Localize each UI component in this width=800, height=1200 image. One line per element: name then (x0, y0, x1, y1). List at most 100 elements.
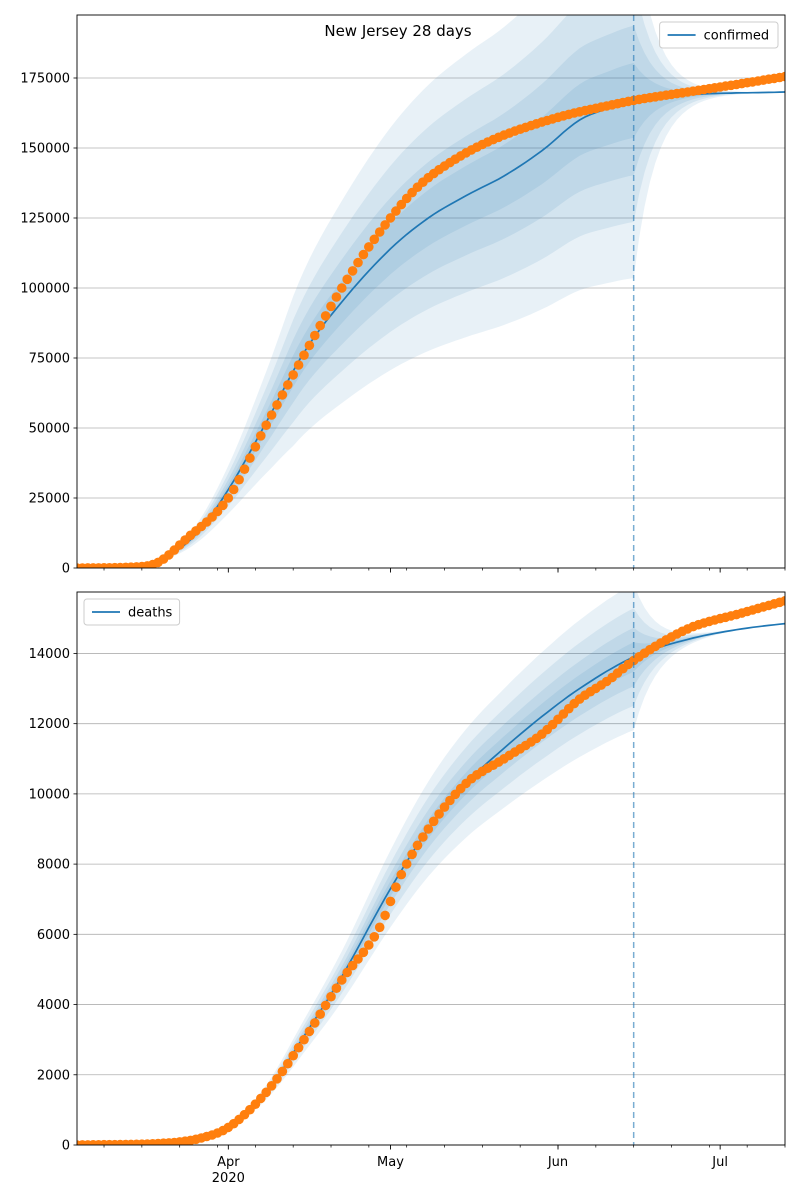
plot-area (77, 15, 785, 568)
observed-point (342, 967, 353, 978)
observed-point (277, 390, 288, 400)
legend: deaths (83, 598, 181, 626)
observed-point (358, 249, 369, 260)
observed-point (288, 370, 299, 380)
observed-point (380, 910, 390, 921)
observed-point (369, 234, 380, 245)
observed-point (391, 882, 401, 892)
observed-point (418, 832, 428, 842)
observed-point (364, 940, 374, 950)
observed-point (385, 896, 396, 907)
ytick-label: 75000 (29, 352, 70, 367)
observed-point (391, 206, 401, 216)
legend-label: deaths (128, 606, 173, 621)
ytick-label: 25000 (29, 492, 70, 507)
observed-point (245, 453, 255, 463)
observed-point (326, 991, 336, 1002)
ytick-label: 8000 (37, 858, 70, 873)
observed-point (445, 795, 455, 806)
ytick-label: 0 (62, 1139, 70, 1154)
uncertainty-band (77, 63, 785, 568)
model-line-deaths (77, 622, 785, 1145)
observed-point (780, 71, 785, 82)
observed-point (266, 410, 277, 420)
ytick-label: 100000 (20, 282, 70, 297)
legend-box (83, 598, 181, 626)
observed-point (304, 1026, 315, 1037)
observed-point (331, 983, 342, 993)
observed-point (272, 1074, 282, 1084)
legend-box (659, 21, 779, 49)
observed-point (310, 1018, 320, 1028)
ytick-label: 2000 (37, 1068, 70, 1083)
axes-frame (76, 591, 786, 1146)
observed-point (299, 350, 309, 361)
ytick-label: 0 (62, 562, 70, 577)
observed-point (212, 506, 223, 517)
xtick-label: Apr (217, 1155, 240, 1170)
observed-point (337, 283, 347, 293)
observed-point (342, 274, 353, 285)
observed-point (255, 431, 266, 441)
observed-point (326, 301, 336, 312)
observed-point (315, 1009, 326, 1019)
ytick-label: 4000 (37, 998, 70, 1013)
observed-point (320, 311, 331, 321)
observed-point (283, 1058, 293, 1069)
observed-point (337, 975, 347, 985)
observed-point (396, 869, 407, 880)
observed-point (347, 960, 358, 971)
observed-point (293, 360, 304, 370)
observed-point (439, 802, 450, 812)
observed-point (288, 1050, 299, 1061)
observed-point (218, 500, 228, 511)
uncertainty-band (77, 608, 785, 1145)
uncertainty-band (77, 25, 785, 568)
ytick-label: 50000 (29, 422, 70, 437)
uncertainty-band (77, 592, 785, 1145)
observed-point (396, 199, 407, 210)
chart-panel-1: 0 25000 50000 75000 100000 125000 150000 175000… (20, 14, 786, 577)
observed-point (423, 824, 434, 834)
observed-point (374, 922, 385, 933)
ytick-label: 12000 (29, 717, 70, 732)
observed-point (401, 859, 412, 869)
observed-point (353, 954, 363, 964)
observed-point (272, 400, 282, 410)
uncertainty-band (77, 623, 785, 1145)
observed-point (250, 442, 261, 452)
observed-point (380, 220, 390, 230)
ytick-label: 175000 (20, 72, 70, 87)
observed-point (223, 493, 234, 503)
observed-point (369, 932, 380, 942)
plot-area (77, 592, 785, 1145)
ytick-label: 150000 (20, 142, 70, 157)
observed-point (315, 320, 326, 331)
observed-point (239, 464, 250, 475)
figure-title: New Jersey 28 days (324, 22, 471, 40)
ytick-label: 125000 (20, 212, 70, 227)
observed-point (412, 840, 423, 851)
observed-point (299, 1034, 309, 1045)
xtick-label: Jun (547, 1155, 568, 1170)
legend-label: confirmed (704, 29, 770, 44)
uncertainty-band (77, 623, 785, 1145)
observed-point (434, 809, 444, 819)
observed-point (266, 1081, 277, 1091)
observed-point (385, 213, 396, 223)
observed-point (331, 292, 342, 302)
observed-point (277, 1066, 288, 1077)
xtick-label: Jul (711, 1155, 728, 1170)
legend: confirmed (659, 21, 779, 49)
xtick-label: May (377, 1155, 404, 1170)
ytick-label: 14000 (29, 647, 70, 662)
chart-panel-2: 0 2000 4000 6000 8000 10000 12000 14000 Apr May Ju… (29, 591, 786, 1186)
xtick-year-label: 2020 (212, 1171, 245, 1186)
observed-point (293, 1042, 304, 1053)
ytick-label: 6000 (37, 928, 70, 943)
observed-point (407, 849, 417, 860)
observed-point (364, 242, 374, 252)
observed-point (428, 816, 439, 827)
uncertainty-band (77, 15, 785, 568)
